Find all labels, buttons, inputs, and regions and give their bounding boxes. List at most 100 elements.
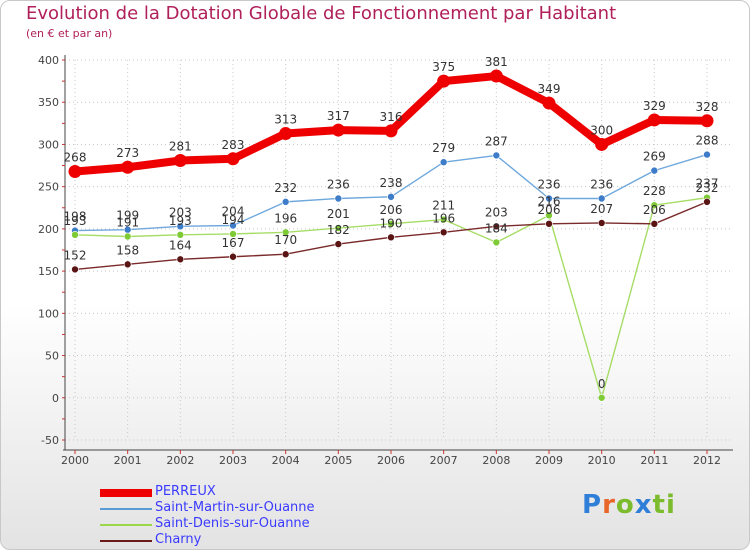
data-label: 381 bbox=[485, 55, 508, 69]
data-point bbox=[542, 96, 556, 110]
data-point bbox=[439, 158, 448, 166]
data-label: 194 bbox=[222, 213, 245, 227]
data-label: 283 bbox=[222, 138, 245, 152]
data-label: 329 bbox=[643, 99, 666, 113]
data-point bbox=[384, 124, 398, 138]
data-label: 199 bbox=[116, 209, 139, 223]
data-point bbox=[597, 194, 606, 203]
data-point bbox=[281, 228, 290, 237]
data-label: 191 bbox=[116, 215, 139, 229]
data-point bbox=[71, 265, 79, 274]
data-label: 201 bbox=[327, 207, 350, 221]
proxiti-logo: Proxti bbox=[582, 490, 676, 520]
y-tick-label: -50 bbox=[41, 434, 59, 447]
data-label: 232 bbox=[274, 181, 297, 195]
legend-swatch-saint-martin bbox=[100, 508, 152, 510]
data-point bbox=[703, 150, 711, 159]
x-tick-label: 2009 bbox=[535, 454, 563, 467]
data-point bbox=[650, 201, 659, 210]
chart-title: Evolution de la Dotation Globale de Fonc… bbox=[26, 3, 617, 24]
data-label: 158 bbox=[116, 243, 139, 257]
y-tick-label: 350 bbox=[38, 96, 59, 109]
data-point bbox=[68, 164, 82, 178]
x-tick-label: 2000 bbox=[61, 454, 89, 467]
data-point bbox=[437, 74, 451, 88]
legend-label: PERREUX bbox=[155, 484, 216, 499]
legend-swatch-saint-denis bbox=[100, 524, 152, 526]
data-point bbox=[173, 153, 187, 167]
data-label: 313 bbox=[274, 112, 297, 126]
x-tick-label: 2001 bbox=[114, 454, 142, 467]
data-point bbox=[229, 221, 237, 230]
data-point bbox=[439, 215, 448, 224]
data-label: 316 bbox=[380, 110, 403, 124]
data-label: 0 bbox=[598, 377, 606, 391]
data-label: 211 bbox=[432, 199, 455, 213]
data-point bbox=[595, 137, 609, 151]
legend-label: Saint-Martin-sur-Ouanne bbox=[155, 500, 315, 515]
data-point bbox=[281, 250, 290, 259]
data-point bbox=[71, 231, 79, 239]
data-point bbox=[229, 230, 237, 238]
data-point bbox=[334, 194, 343, 203]
data-label: 279 bbox=[432, 141, 455, 155]
data-label: 300 bbox=[590, 123, 613, 137]
x-tick-label: 2008 bbox=[482, 454, 510, 467]
y-tick-label: 400 bbox=[38, 54, 59, 67]
data-label: 236 bbox=[327, 177, 350, 191]
data-label: 206 bbox=[538, 203, 561, 217]
data-label: 207 bbox=[590, 202, 613, 216]
data-point bbox=[597, 219, 606, 227]
data-point bbox=[545, 211, 553, 220]
data-label: 349 bbox=[538, 82, 561, 96]
data-label: 182 bbox=[327, 223, 350, 237]
data-point bbox=[121, 160, 135, 174]
data-label: 198 bbox=[64, 210, 87, 224]
data-point bbox=[597, 393, 606, 402]
data-label: 196 bbox=[274, 211, 297, 225]
data-label: 206 bbox=[643, 203, 666, 217]
data-label: 268 bbox=[64, 150, 87, 164]
legend-label: Saint-Denis-sur-Ouanne bbox=[155, 516, 310, 531]
data-point bbox=[226, 152, 240, 166]
legend-swatch-charny bbox=[100, 540, 152, 542]
data-point bbox=[387, 220, 395, 228]
data-point bbox=[281, 198, 290, 206]
data-point bbox=[279, 126, 293, 140]
data-point bbox=[492, 222, 501, 231]
data-label: 164 bbox=[169, 238, 192, 252]
data-point bbox=[647, 113, 661, 127]
y-tick-label: 250 bbox=[38, 181, 59, 194]
y-tick-label: 50 bbox=[45, 350, 59, 363]
x-tick-label: 2012 bbox=[693, 454, 721, 467]
data-point bbox=[492, 238, 501, 247]
data-label: 193 bbox=[64, 214, 87, 228]
data-point bbox=[229, 252, 237, 261]
data-label: 281 bbox=[169, 139, 192, 153]
y-tick-label: 0 bbox=[52, 392, 59, 405]
y-tick-label: 100 bbox=[38, 307, 59, 320]
data-point bbox=[650, 220, 659, 228]
data-label: 196 bbox=[432, 211, 455, 225]
y-tick-label: 150 bbox=[38, 265, 59, 278]
data-point bbox=[387, 233, 395, 242]
data-label: 190 bbox=[380, 216, 403, 230]
data-label: 269 bbox=[643, 150, 666, 164]
data-point bbox=[489, 69, 503, 83]
data-label: 238 bbox=[380, 176, 403, 190]
data-point bbox=[123, 260, 132, 269]
data-label: 328 bbox=[696, 100, 719, 114]
data-point bbox=[387, 193, 395, 201]
data-label: 203 bbox=[169, 205, 192, 219]
data-label: 232 bbox=[696, 181, 719, 195]
data-label: 228 bbox=[643, 184, 666, 198]
data-point bbox=[545, 220, 553, 228]
data-label: 170 bbox=[274, 233, 297, 247]
data-label: 236 bbox=[590, 177, 613, 191]
data-point bbox=[492, 151, 501, 160]
data-point bbox=[545, 194, 553, 203]
data-label: 152 bbox=[64, 248, 87, 262]
legend-swatch-perreux bbox=[100, 489, 152, 497]
